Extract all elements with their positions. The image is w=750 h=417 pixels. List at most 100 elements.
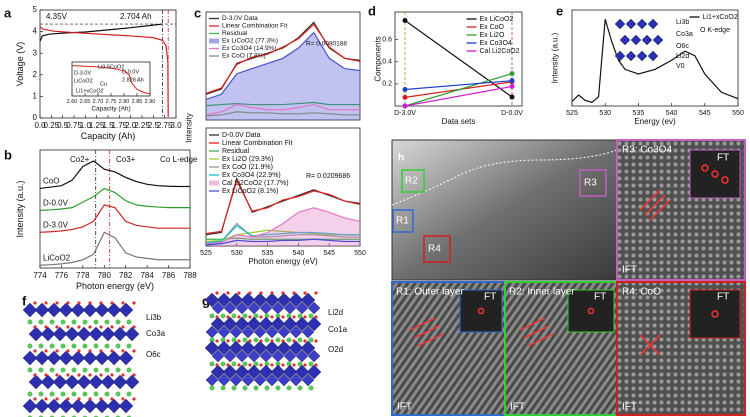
octahedron xyxy=(294,316,310,332)
plot-frame xyxy=(394,11,523,107)
atom-o xyxy=(44,325,48,329)
octahedron xyxy=(228,340,244,356)
y-axis-label: Intensity xyxy=(184,113,193,143)
series-line xyxy=(205,111,360,117)
series-label: CoO xyxy=(43,177,59,186)
atom-o xyxy=(226,315,230,319)
x-tick-label: 1.25 xyxy=(89,121,105,130)
x-tick-label: 774 xyxy=(33,271,47,280)
atom-li xyxy=(275,337,281,343)
octahedron xyxy=(252,292,268,308)
series-line xyxy=(205,23,361,94)
octahedron xyxy=(28,326,44,342)
legend-label: Residual xyxy=(222,30,248,37)
legend-label: Ex CoO xyxy=(480,24,505,31)
atom-o xyxy=(55,325,59,329)
y-tick-label: 3 xyxy=(33,48,38,57)
fringe-markers xyxy=(409,164,729,356)
octahedron xyxy=(288,292,304,308)
atom-li xyxy=(115,391,121,397)
atom-li xyxy=(209,337,215,343)
atom-o xyxy=(55,397,59,401)
octahedron xyxy=(264,292,280,308)
legend-label: Residual xyxy=(222,148,250,155)
atom-o xyxy=(66,301,70,305)
ft-inset xyxy=(459,289,503,333)
x-tick-label: 788 xyxy=(183,271,197,280)
x-tick-label: 782 xyxy=(119,271,133,280)
octahedron xyxy=(34,398,50,414)
octahedron xyxy=(222,364,238,380)
atom-o xyxy=(121,325,125,329)
atom-o xyxy=(292,363,296,367)
octahedron xyxy=(76,374,92,390)
octahedron xyxy=(52,326,68,342)
legend-label: D-0.0V Data xyxy=(222,132,261,139)
x-axis-label: Photon energy (eV) xyxy=(76,281,154,291)
series-line xyxy=(206,237,360,240)
octahedron xyxy=(306,316,322,332)
annotation: Co L-edge xyxy=(160,155,198,164)
octahedron xyxy=(94,350,110,366)
point-marker xyxy=(402,103,408,109)
octahedron xyxy=(64,374,80,390)
atom-o xyxy=(259,339,263,343)
octahedron xyxy=(216,292,232,308)
point-marker xyxy=(509,78,515,84)
atom-li xyxy=(308,385,314,391)
octahedron xyxy=(614,50,626,62)
atom-li xyxy=(126,391,132,397)
atom-o xyxy=(237,363,241,367)
x-tick-label: 2.75 xyxy=(106,99,117,105)
legend-label: Ex Co3O4 (22.9%) xyxy=(222,172,281,179)
x-tick-label: 1.5 xyxy=(102,121,114,130)
octahedron xyxy=(630,34,642,46)
ft-inset xyxy=(689,149,741,199)
series-line xyxy=(71,65,151,95)
octahedron xyxy=(106,398,122,414)
octahedron xyxy=(295,301,309,315)
atom-o xyxy=(226,339,230,343)
panel-title: R4: CoO xyxy=(622,287,661,298)
octahedron xyxy=(58,350,74,366)
atom-o xyxy=(132,373,136,377)
atom-li xyxy=(82,367,88,373)
series-line xyxy=(205,31,361,100)
region-box xyxy=(401,169,425,193)
region-box xyxy=(579,169,607,197)
atom-o xyxy=(314,291,318,295)
series-line xyxy=(205,101,360,107)
atom-o xyxy=(303,363,307,367)
atom-li xyxy=(104,343,110,349)
atom-li xyxy=(242,337,248,343)
x-axis-label: Capacity (Ah) xyxy=(81,131,136,141)
atom-o xyxy=(270,339,274,343)
structure-label: O6c xyxy=(146,350,161,359)
x-tick-label: 2.90 xyxy=(145,99,156,105)
octahedron xyxy=(106,350,122,366)
atom-o xyxy=(99,349,103,353)
atom-o xyxy=(110,349,114,353)
atom-li xyxy=(82,343,88,349)
annotation: D-0.0V xyxy=(122,69,139,75)
octahedron xyxy=(253,373,267,387)
x-tick-label: D-0.0V xyxy=(501,110,523,117)
x-tick-label: 784 xyxy=(140,271,154,280)
atom-li xyxy=(209,313,215,319)
atom-li xyxy=(231,313,237,319)
legend-label: Ex LiCoO2 xyxy=(480,16,514,23)
x-tick-label: 2.65 xyxy=(80,99,91,105)
x-tick-label: 525 xyxy=(566,110,578,117)
y-tick-label: 4 xyxy=(33,27,38,36)
ft-inset xyxy=(567,289,615,333)
legend-label: D-3.0V Data xyxy=(222,15,258,22)
annotation: O K-edge xyxy=(700,27,730,34)
atom-li xyxy=(231,385,237,391)
ift-label: IFT xyxy=(622,265,637,276)
atom-o xyxy=(121,301,125,305)
x-tick-label: 1.75 xyxy=(112,121,128,130)
atom-li xyxy=(82,391,88,397)
octahedron xyxy=(22,398,38,414)
octahedron xyxy=(22,350,38,366)
x-tick-label: 2.25 xyxy=(134,121,150,130)
